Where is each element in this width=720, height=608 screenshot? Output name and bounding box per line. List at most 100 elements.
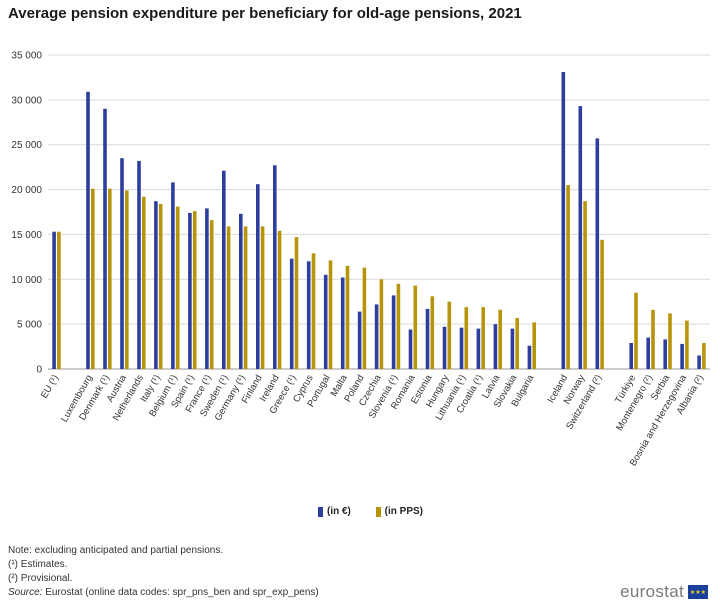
bar-pps — [651, 309, 655, 369]
footnotes: Note: excluding anticipated and partial … — [8, 544, 319, 600]
bar-pps — [345, 265, 350, 369]
legend-label-pps: (in PPS) — [384, 506, 424, 517]
chart-title: Average pension expenditure per benefici… — [8, 5, 522, 22]
bar-pps — [634, 292, 638, 369]
legend-item-pps: (in PPS) — [375, 506, 424, 517]
bar-pps — [379, 279, 384, 369]
bar-euro — [510, 328, 515, 369]
bar-euro — [340, 277, 345, 369]
bar-euro — [188, 212, 192, 369]
bar-euro — [256, 184, 260, 369]
bar-pps — [294, 237, 299, 369]
bar-euro — [493, 324, 498, 369]
bar-euro — [154, 201, 158, 369]
bar-pps — [702, 343, 706, 369]
bar-pps — [209, 220, 214, 369]
bar-euro — [476, 328, 481, 369]
y-tick-label: 0 — [36, 365, 42, 376]
bar-euro — [697, 355, 701, 369]
bar-euro — [357, 311, 362, 369]
bar-euro — [222, 170, 226, 369]
bar-pps — [413, 285, 418, 369]
bar-pps — [158, 203, 163, 369]
bar-pps — [142, 196, 146, 369]
bar-pps — [260, 226, 265, 369]
bar-pps — [362, 267, 367, 369]
bar-pps — [685, 320, 689, 369]
y-tick-label: 30 000 — [11, 95, 42, 106]
legend: (in €) (in PPS) — [318, 506, 445, 520]
bar-euro — [323, 274, 328, 369]
note-estimates: (¹) Estimates. — [8, 559, 68, 570]
y-tick-label: 15 000 — [11, 230, 42, 241]
y-tick-label: 20 000 — [11, 185, 42, 196]
logo-text: eurostat — [620, 582, 684, 601]
bars — [52, 72, 706, 370]
bar-pps — [515, 317, 519, 369]
bar-euro — [120, 158, 124, 369]
bar-pps — [243, 226, 248, 369]
bar-euro — [629, 343, 633, 369]
note-provisional: (²) Provisional. — [8, 573, 73, 584]
bar-euro — [239, 213, 243, 369]
legend-item-euro: (in €) — [318, 506, 351, 517]
x-category-label: EU (¹) — [39, 373, 61, 400]
note-line: Note: excluding anticipated and partial … — [8, 545, 224, 556]
source-text: Eurostat (online data codes: spr_pns_ben… — [42, 587, 319, 598]
bar-pps — [464, 307, 469, 369]
y-tick-label: 25 000 — [11, 140, 42, 151]
bar-pps — [498, 309, 502, 369]
bar-pps — [328, 260, 333, 369]
y-tick-label: 5 000 — [17, 320, 42, 331]
bar-euro — [561, 72, 566, 369]
legend-swatch-pps — [375, 506, 381, 517]
bar-euro — [273, 165, 277, 369]
bar-euro — [205, 208, 209, 369]
bar-euro — [137, 160, 141, 369]
bar-euro — [578, 106, 583, 369]
bar-pps — [481, 307, 485, 369]
bar-euro — [527, 345, 532, 369]
bar-euro — [171, 182, 175, 369]
legend-label-euro: (in €) — [327, 506, 351, 517]
bar-pps — [311, 253, 316, 369]
bar-pps — [57, 231, 61, 369]
gridlines — [48, 54, 710, 370]
legend-swatch-euro — [318, 506, 323, 517]
bar-pps — [175, 206, 180, 369]
bar-pps — [226, 226, 231, 369]
bar-euro — [425, 308, 430, 369]
bar-pps — [192, 211, 197, 369]
bar-pps — [566, 185, 570, 369]
eu-flag-icon: ★★★ — [688, 585, 708, 599]
bar-euro — [86, 91, 90, 370]
bar-euro — [595, 138, 600, 369]
bar-pps — [668, 313, 672, 369]
bar-euro — [306, 261, 311, 369]
source-line: Source: Eurostat (online data codes: spr… — [8, 586, 319, 600]
bar-pps — [108, 188, 112, 369]
bar-pps — [600, 239, 604, 369]
bar-euro — [459, 327, 464, 369]
y-axis: 0 5 000 10 000 15 000 20 000 25 000 30 000 35 0… — [11, 51, 42, 376]
source-label: Source: — [8, 587, 43, 598]
bar-pps — [430, 296, 435, 369]
bar-pps — [447, 301, 452, 369]
bar-euro — [663, 339, 667, 369]
bar-euro — [442, 326, 447, 369]
bar-chart: 0 5 000 10 000 15 000 20 000 25 000 30 000 35 0… — [11, 51, 710, 468]
bar-euro — [680, 343, 684, 369]
bar-euro — [289, 258, 294, 369]
bar-euro — [374, 304, 379, 369]
bar-euro — [646, 337, 650, 369]
eurostat-logo: eurostat ★★★ — [620, 582, 708, 602]
bar-euro — [408, 329, 413, 369]
bar-pps — [277, 230, 282, 369]
bar-pps — [532, 322, 536, 369]
bar-pps — [396, 283, 401, 369]
y-tick-label: 35 000 — [11, 51, 42, 62]
bar-euro — [391, 295, 396, 369]
bar-pps — [91, 188, 95, 369]
bar-euro — [103, 108, 107, 370]
